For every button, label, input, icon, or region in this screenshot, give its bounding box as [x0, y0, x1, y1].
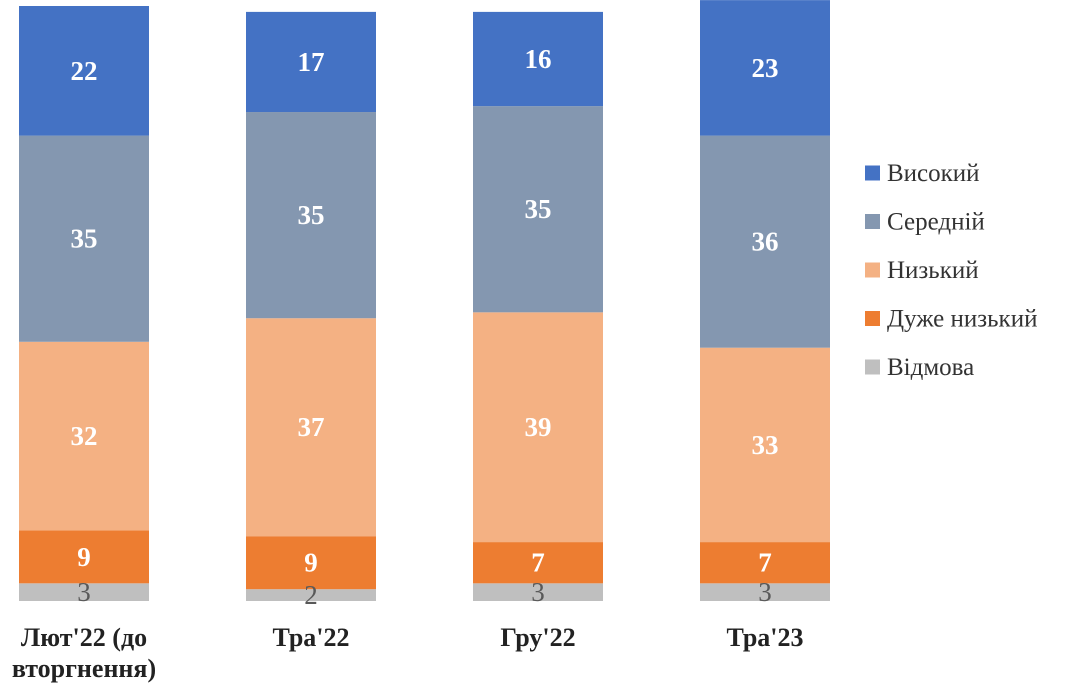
data-label-series-3-cat-2: 35 — [525, 194, 552, 224]
legend-swatch — [865, 165, 880, 181]
category-label-line: вторгнення) — [12, 654, 156, 683]
category-label-2: Гру'22 — [500, 623, 575, 652]
data-label-series-4-cat-3: 23 — [752, 53, 779, 83]
legend-item-2: Низький — [865, 257, 979, 284]
legend-label: Низький — [887, 257, 979, 284]
category-label-3: Тра'23 — [726, 623, 803, 652]
legend-item-4: Відмова — [865, 354, 974, 381]
bar-segment-series-0-cat-0 — [19, 583, 149, 601]
bar-segment-series-3-cat-3 — [700, 135, 830, 348]
legend: Високий Середній Низький Дуже низький Відмов… — [865, 160, 1037, 381]
category-labels-group: Лют'22 (до вторгнення) Тра'22 Гру'22 Тра'23 — [12, 623, 804, 683]
data-label-series-3-cat-0: 35 — [71, 224, 98, 254]
data-label-series-0-cat-3: 3 — [758, 577, 772, 607]
legend-swatch — [865, 262, 880, 278]
legend-item-3: Дуже низький — [865, 306, 1037, 333]
data-label-series-2-cat-0: 32 — [71, 421, 98, 451]
data-label-series-1-cat-2: 7 — [531, 548, 545, 578]
bar-segment-series-4-cat-0 — [19, 6, 149, 136]
bar-segment-series-0-cat-1 — [246, 589, 376, 601]
bar-segment-series-2-cat-2 — [473, 312, 603, 543]
legend-swatch — [865, 214, 880, 229]
category-label-1: Тра'22 — [272, 623, 349, 652]
bar-segment-series-4-cat-2 — [473, 11, 603, 107]
category-label-line: Гру'22 — [500, 623, 575, 652]
category-label-line: Тра'22 — [272, 623, 349, 652]
legend-label: Середній — [887, 209, 985, 236]
legend-label: Дуже низький — [887, 306, 1037, 333]
data-label-series-1-cat-0: 9 — [77, 542, 91, 572]
data-label-series-3-cat-1: 35 — [298, 200, 325, 230]
data-label-series-2-cat-2: 39 — [525, 412, 552, 442]
category-label-line: Лют'22 (до — [21, 623, 147, 652]
bar-segment-series-2-cat-0 — [19, 341, 149, 531]
data-label-series-1-cat-3: 7 — [758, 548, 772, 578]
legend-label: Високий — [887, 160, 980, 187]
bar-segment-series-1-cat-3 — [700, 542, 830, 584]
bar-segment-series-1-cat-0 — [19, 530, 149, 584]
data-label-series-4-cat-2: 16 — [525, 44, 552, 74]
bar-segment-series-1-cat-2 — [473, 542, 603, 584]
bars-group — [19, 0, 830, 601]
bar-segment-series-0-cat-3 — [700, 583, 830, 601]
legend-label: Відмова — [887, 354, 974, 381]
category-label-0: Лют'22 (до вторгнення) — [12, 623, 156, 683]
data-label-series-2-cat-1: 37 — [298, 412, 325, 442]
legend-swatch — [865, 359, 880, 375]
bar-segment-series-3-cat-1 — [246, 112, 376, 319]
bar-segment-series-1-cat-1 — [246, 536, 376, 590]
legend-item-0: Високий — [865, 160, 980, 187]
data-label-series-4-cat-0: 22 — [71, 56, 98, 86]
data-label-series-0-cat-2: 3 — [531, 577, 545, 607]
bar-segment-series-4-cat-3 — [700, 0, 830, 136]
data-label-series-2-cat-3: 33 — [752, 430, 779, 460]
bar-segment-series-2-cat-3 — [700, 347, 830, 543]
bar-segment-series-3-cat-2 — [473, 106, 603, 313]
data-label-series-0-cat-0: 3 — [77, 577, 91, 607]
bar-segment-series-2-cat-1 — [246, 318, 376, 537]
category-label-line: Тра'23 — [726, 623, 803, 652]
legend-item-1: Середній — [865, 209, 985, 236]
data-label-series-0-cat-1: 2 — [304, 580, 318, 610]
bar-segment-series-0-cat-2 — [473, 583, 603, 601]
data-label-series-1-cat-1: 9 — [304, 548, 318, 578]
bar-segment-series-4-cat-1 — [246, 11, 376, 113]
data-label-series-3-cat-3: 36 — [752, 227, 779, 257]
bar-segment-series-3-cat-0 — [19, 135, 149, 342]
data-label-series-4-cat-1: 17 — [298, 47, 325, 77]
legend-swatch — [865, 311, 880, 326]
